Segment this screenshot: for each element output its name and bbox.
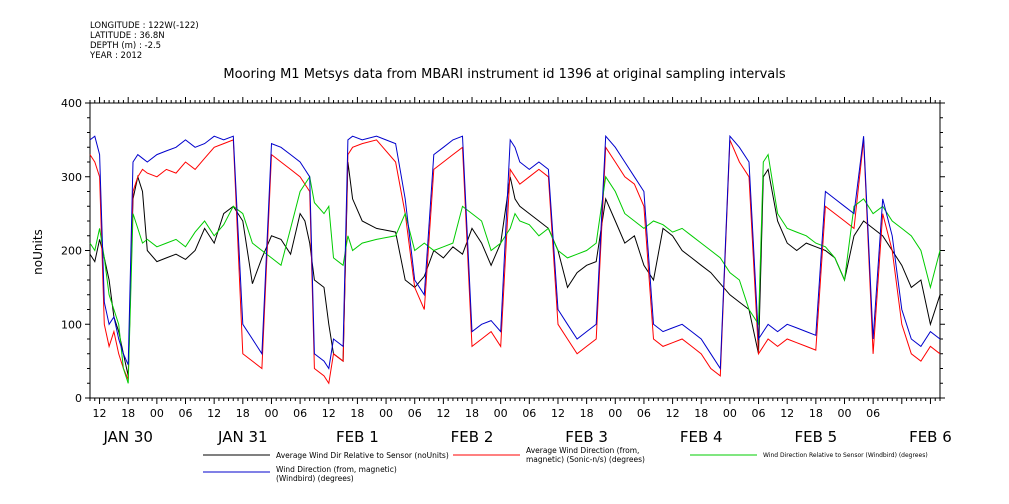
x-hour-label: 06	[408, 407, 422, 420]
x-hour-label: 06	[179, 407, 193, 420]
x-hour-label: 00	[379, 407, 393, 420]
x-day-label: FEB 5	[794, 428, 837, 446]
x-hour-label: 12	[436, 407, 450, 420]
x-hour-label: 06	[293, 407, 307, 420]
x-hour-label: 18	[809, 407, 823, 420]
depth-label: DEPTH (m) : -2.5	[90, 41, 162, 51]
metadata-block: LONGITUDE : 122W(-122) LATITUDE : 36.8N …	[90, 21, 199, 61]
x-hour-label: 12	[780, 407, 794, 420]
x-hour-label: 00	[723, 407, 737, 420]
legend-label-blue: Wind Direction (from, magnetic) (Windbir…	[276, 465, 397, 483]
x-day-label: FEB 3	[565, 428, 608, 446]
x-hour-label: 18	[350, 407, 364, 420]
x-day-label: FEB 4	[680, 428, 723, 446]
x-hour-label: 00	[494, 407, 508, 420]
x-hour-label: 00	[608, 407, 622, 420]
y-tick-label: 300	[61, 171, 82, 184]
x-hour-label: 18	[465, 407, 479, 420]
y-tick-label: 100	[61, 318, 82, 331]
axes: 0 100 200 300 400 12 18 00 06 12 18 00 06 12 18 00 06 12 1…	[61, 97, 952, 446]
x-hour-label: 18	[694, 407, 708, 420]
series-line-1	[89, 139, 941, 385]
y-tick-label: 200	[61, 245, 82, 258]
x-hour-label: 18	[236, 407, 250, 420]
x-hour-label: 06	[752, 407, 766, 420]
y-axis-label: noUnits	[31, 229, 45, 275]
legend-label-black: Average Wind Dir Relative to Sensor (noU…	[276, 451, 449, 460]
x-day-label: FEB 2	[451, 428, 494, 446]
x-hour-label: 00	[837, 407, 851, 420]
x-hour-label: 18	[580, 407, 594, 420]
chart-title: Mooring M1 Metsys data from MBARI instru…	[223, 67, 786, 82]
series-layer	[89, 134, 941, 385]
x-hour-label: 12	[93, 407, 107, 420]
y-tick-label: 400	[61, 97, 82, 110]
x-day-label: FEB 6	[909, 428, 952, 446]
x-hour-label: 06	[637, 407, 651, 420]
x-hour-label: 12	[666, 407, 680, 420]
x-hour-label: 00	[264, 407, 278, 420]
series-line-3	[89, 134, 941, 371]
latitude-label: LATITUDE : 36.8N	[90, 31, 165, 41]
series-line-2	[89, 153, 941, 384]
year-label: YEAR : 2012	[90, 51, 143, 61]
x-day-label: FEB 1	[336, 428, 379, 446]
y-tick-label: 0	[75, 392, 82, 405]
x-hour-label: 06	[866, 407, 880, 420]
x-hour-label: 00	[150, 407, 164, 420]
longitude-label: LONGITUDE : 122W(-122)	[90, 21, 199, 31]
x-day-label: JAN 31	[217, 428, 268, 446]
series-line-0	[89, 161, 941, 377]
x-hour-label: 18	[121, 407, 135, 420]
legend-label-red: Average Wind Direction (from, magnetic) …	[526, 446, 645, 464]
x-hour-label: 12	[322, 407, 336, 420]
x-hour-label: 12	[551, 407, 565, 420]
x-hour-label: 06	[522, 407, 536, 420]
x-day-label: JAN 30	[102, 428, 153, 446]
x-hour-label: 12	[207, 407, 221, 420]
legend-label-green: Wind Direction Relative to Sensor (Windb…	[763, 452, 928, 459]
